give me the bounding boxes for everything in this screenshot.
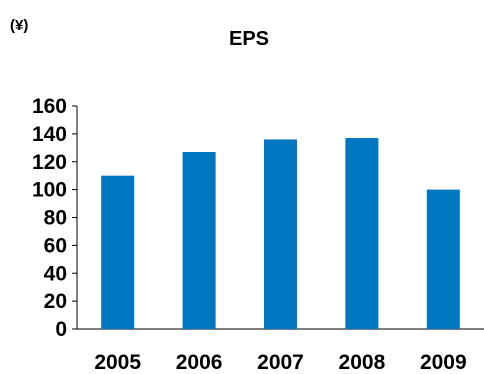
y-tick-label: 0 [55,318,67,341]
y-tick-labels: 0 20 40 60 80 100 120 140 160 [32,95,67,341]
y-tick-label: 140 [32,123,67,146]
chart-title: EPS [229,28,269,50]
x-tick-label: 2008 [339,351,386,374]
x-tick-label: 2006 [176,351,223,374]
bar-2006 [182,151,216,329]
x-tick-label: 2007 [257,351,304,374]
y-tick-label: 80 [44,207,67,230]
bar-2005 [101,175,135,329]
x-tick-label: 2009 [420,351,467,374]
bar-2007 [264,139,297,329]
bar-2009 [426,189,460,329]
y-tick-label: 20 [44,290,67,313]
x-tick-label: 2005 [94,351,141,374]
y-tick-label: 100 [32,179,67,202]
bars [101,138,460,329]
y-tick-label: 120 [32,151,67,174]
bar-2008 [345,138,379,329]
unit-label: (¥) [10,17,28,34]
y-tick-label: 160 [32,95,67,118]
y-tick-label: 40 [44,262,67,285]
x-tick-labels: 2005 2006 2007 2008 2009 [94,351,466,374]
y-tick-label: 60 [44,234,67,257]
